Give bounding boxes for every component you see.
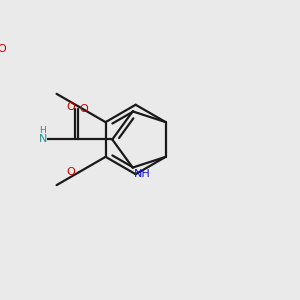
- Text: O: O: [66, 167, 75, 177]
- Text: N: N: [39, 134, 47, 145]
- Text: NH: NH: [134, 169, 151, 178]
- Text: O: O: [0, 44, 6, 54]
- Text: O: O: [80, 104, 88, 114]
- Text: O: O: [66, 102, 75, 112]
- Text: H: H: [40, 126, 46, 135]
